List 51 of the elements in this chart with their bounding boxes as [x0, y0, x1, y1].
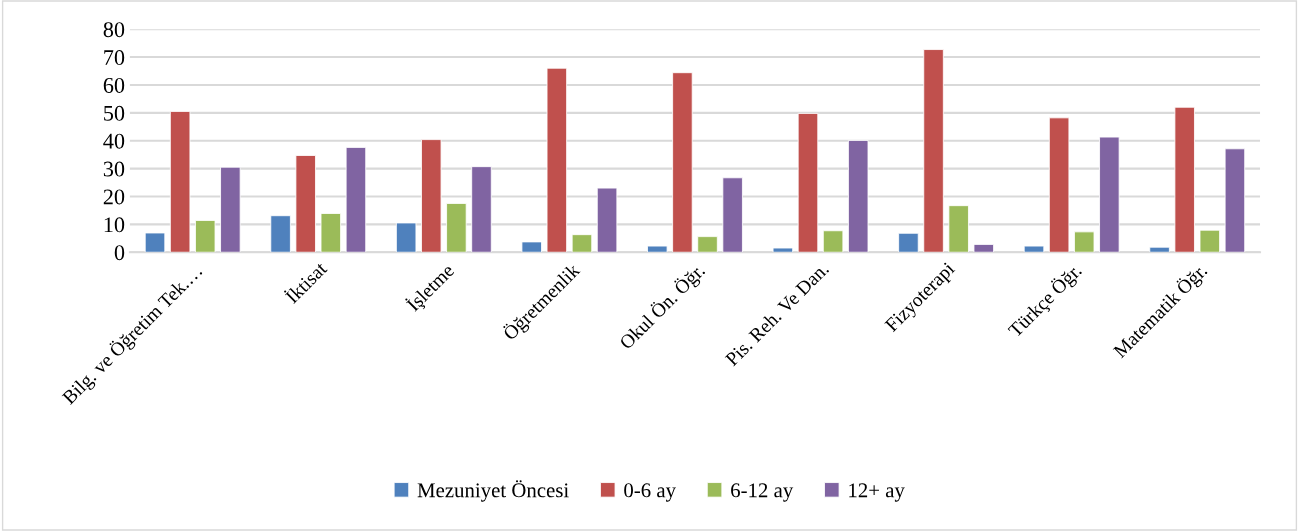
- bar: [295, 155, 316, 253]
- bar: [596, 187, 618, 253]
- y-tick-label: 80: [103, 22, 125, 38]
- bar: [144, 232, 166, 253]
- bar: [898, 232, 919, 253]
- bar: [1174, 106, 1195, 253]
- bar: [672, 72, 693, 253]
- x-tick-label: Okul Ön. Öğr.: [616, 261, 709, 353]
- bar: [421, 139, 442, 253]
- bar: [1224, 148, 1246, 253]
- bar: [195, 220, 216, 253]
- bar: [546, 67, 568, 253]
- y-tick-label: 10: [104, 217, 125, 233]
- bar: [169, 111, 191, 253]
- legend-label: 12+ ay: [849, 483, 905, 502]
- y-tick-label: 30: [103, 161, 125, 177]
- legend-label: Mezuniyet Öncesi: [417, 480, 569, 502]
- bar: [270, 215, 291, 253]
- bar: [697, 236, 718, 253]
- bar: [1149, 246, 1170, 253]
- y-tick-label: 60: [103, 77, 125, 93]
- bar: [471, 166, 492, 253]
- bar: [822, 230, 844, 253]
- bar: [847, 140, 869, 253]
- bar: [220, 166, 241, 253]
- x-tick-label: Pis. Reh. Ve Dan.: [724, 261, 830, 367]
- bar: [446, 203, 467, 253]
- y-tick-label: 20: [103, 189, 125, 205]
- bar: [923, 49, 944, 253]
- y-tick-label: 50: [104, 105, 125, 121]
- bar: [521, 241, 542, 253]
- bar: [772, 247, 794, 253]
- bar: [345, 146, 367, 253]
- bar: [571, 234, 593, 253]
- bar: [722, 177, 743, 253]
- bar: [1074, 231, 1095, 253]
- bar: [1099, 136, 1120, 253]
- bar: [948, 205, 969, 253]
- y-tick-label: 40: [103, 133, 125, 149]
- bar: [647, 245, 668, 253]
- bar: [1199, 229, 1221, 253]
- bar: [395, 222, 417, 253]
- y-tick-label: 70: [104, 50, 125, 66]
- bar: [320, 213, 342, 253]
- bar: [973, 244, 994, 253]
- legend-label: 0-6 ay: [624, 483, 676, 502]
- bar: [1048, 117, 1070, 253]
- bar: [1023, 245, 1045, 253]
- legend-label: 6-12 ay: [731, 483, 794, 502]
- y-tick-label: 0: [114, 245, 125, 261]
- bar: [797, 112, 819, 253]
